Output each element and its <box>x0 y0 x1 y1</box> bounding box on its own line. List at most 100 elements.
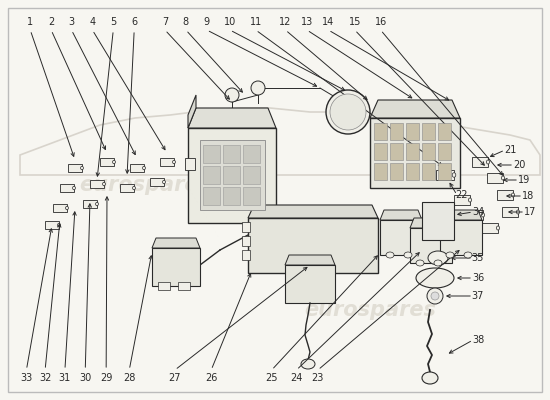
Bar <box>203 166 220 184</box>
Bar <box>467 210 483 220</box>
Bar <box>158 282 170 290</box>
Ellipse shape <box>434 260 442 266</box>
Bar <box>374 143 387 160</box>
Circle shape <box>225 88 239 102</box>
Ellipse shape <box>173 160 175 164</box>
Bar <box>200 140 265 210</box>
Text: 7: 7 <box>162 17 168 27</box>
Ellipse shape <box>516 210 520 214</box>
Bar <box>380 220 422 255</box>
Text: 2: 2 <box>48 17 54 27</box>
Bar <box>438 143 451 160</box>
Ellipse shape <box>386 252 394 258</box>
Bar <box>160 158 174 166</box>
Ellipse shape <box>142 166 145 170</box>
Ellipse shape <box>65 206 68 210</box>
Ellipse shape <box>422 372 438 384</box>
Text: 14: 14 <box>322 17 334 27</box>
Text: 5: 5 <box>110 17 117 27</box>
Bar <box>406 143 419 160</box>
Text: eurospares: eurospares <box>79 175 211 195</box>
Circle shape <box>326 90 370 134</box>
Text: eurospares: eurospares <box>304 300 436 320</box>
Ellipse shape <box>404 252 412 258</box>
Bar <box>243 145 260 163</box>
Bar <box>390 163 403 180</box>
Ellipse shape <box>103 182 106 186</box>
Bar <box>120 184 134 192</box>
Bar <box>203 145 220 163</box>
Ellipse shape <box>301 359 315 369</box>
Text: 34: 34 <box>472 207 484 217</box>
Circle shape <box>431 292 439 300</box>
Ellipse shape <box>464 252 472 258</box>
Text: 29: 29 <box>100 373 112 383</box>
Bar <box>152 248 200 286</box>
Ellipse shape <box>73 186 75 190</box>
Ellipse shape <box>113 160 116 164</box>
Text: 24: 24 <box>290 373 303 383</box>
Bar <box>188 128 276 223</box>
Bar <box>440 220 482 255</box>
Bar <box>242 222 250 232</box>
Bar <box>472 157 488 167</box>
Bar <box>406 123 419 140</box>
Polygon shape <box>188 108 276 128</box>
Text: 9: 9 <box>204 17 210 27</box>
Bar <box>502 207 518 217</box>
Bar <box>178 282 190 290</box>
Bar <box>374 163 387 180</box>
Polygon shape <box>380 210 422 220</box>
Bar <box>223 145 240 163</box>
Bar <box>422 202 454 240</box>
Bar <box>100 158 114 166</box>
Ellipse shape <box>497 226 499 230</box>
Bar <box>203 187 220 205</box>
Bar <box>242 250 250 260</box>
Bar <box>482 223 498 233</box>
Polygon shape <box>188 95 196 128</box>
Text: 23: 23 <box>312 373 324 383</box>
Bar <box>436 170 454 180</box>
Ellipse shape <box>416 268 454 288</box>
Text: 33: 33 <box>20 373 32 383</box>
Text: 3: 3 <box>68 17 75 27</box>
Text: 20: 20 <box>513 160 525 170</box>
Bar <box>242 236 250 246</box>
Bar <box>45 221 59 229</box>
Bar <box>374 123 387 140</box>
Bar <box>243 166 260 184</box>
Polygon shape <box>152 238 200 248</box>
Bar <box>406 163 419 180</box>
Ellipse shape <box>481 213 485 217</box>
Bar <box>130 164 144 172</box>
Bar <box>185 158 195 170</box>
Bar <box>438 123 451 140</box>
Text: 35: 35 <box>472 253 484 263</box>
Polygon shape <box>410 218 452 228</box>
Circle shape <box>251 81 265 95</box>
Ellipse shape <box>163 180 166 184</box>
Bar <box>497 190 513 200</box>
Ellipse shape <box>96 202 98 206</box>
Bar <box>68 164 82 172</box>
Bar <box>150 178 164 186</box>
Text: 31: 31 <box>59 373 71 383</box>
Text: 21: 21 <box>504 145 516 155</box>
Bar <box>243 187 260 205</box>
Bar <box>438 163 451 180</box>
Polygon shape <box>248 205 378 218</box>
Bar <box>487 173 503 183</box>
Text: 25: 25 <box>266 373 278 383</box>
Circle shape <box>427 288 443 304</box>
Ellipse shape <box>502 176 504 180</box>
Bar <box>390 143 403 160</box>
Text: 10: 10 <box>224 17 236 27</box>
Text: 27: 27 <box>169 373 181 383</box>
Bar <box>223 166 240 184</box>
Bar <box>422 123 435 140</box>
Ellipse shape <box>512 193 515 197</box>
Ellipse shape <box>428 251 448 265</box>
Text: 1: 1 <box>27 17 34 27</box>
Ellipse shape <box>486 160 490 164</box>
